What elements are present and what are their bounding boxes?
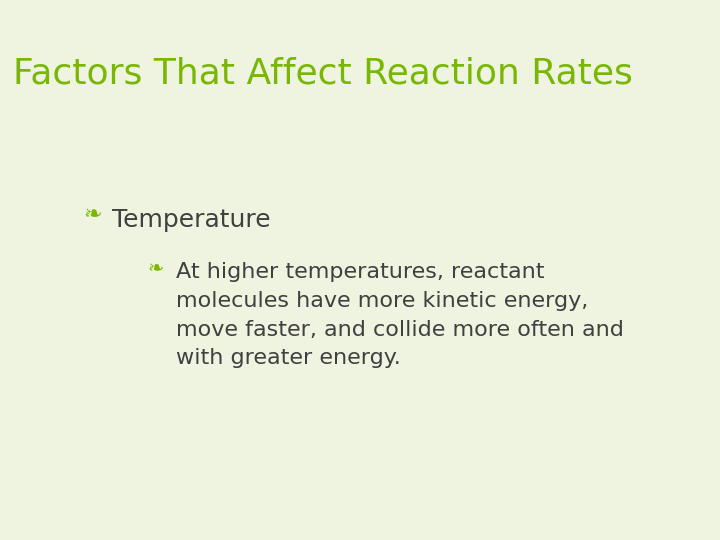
Text: At higher temperatures, reactant
molecules have more kinetic energy,
move faster: At higher temperatures, reactant molecul… — [176, 262, 624, 368]
Text: ❧: ❧ — [83, 205, 102, 225]
Text: Factors That Affect Reaction Rates: Factors That Affect Reaction Rates — [13, 57, 633, 91]
Text: ❧: ❧ — [148, 259, 164, 278]
Text: Temperature: Temperature — [112, 208, 270, 232]
